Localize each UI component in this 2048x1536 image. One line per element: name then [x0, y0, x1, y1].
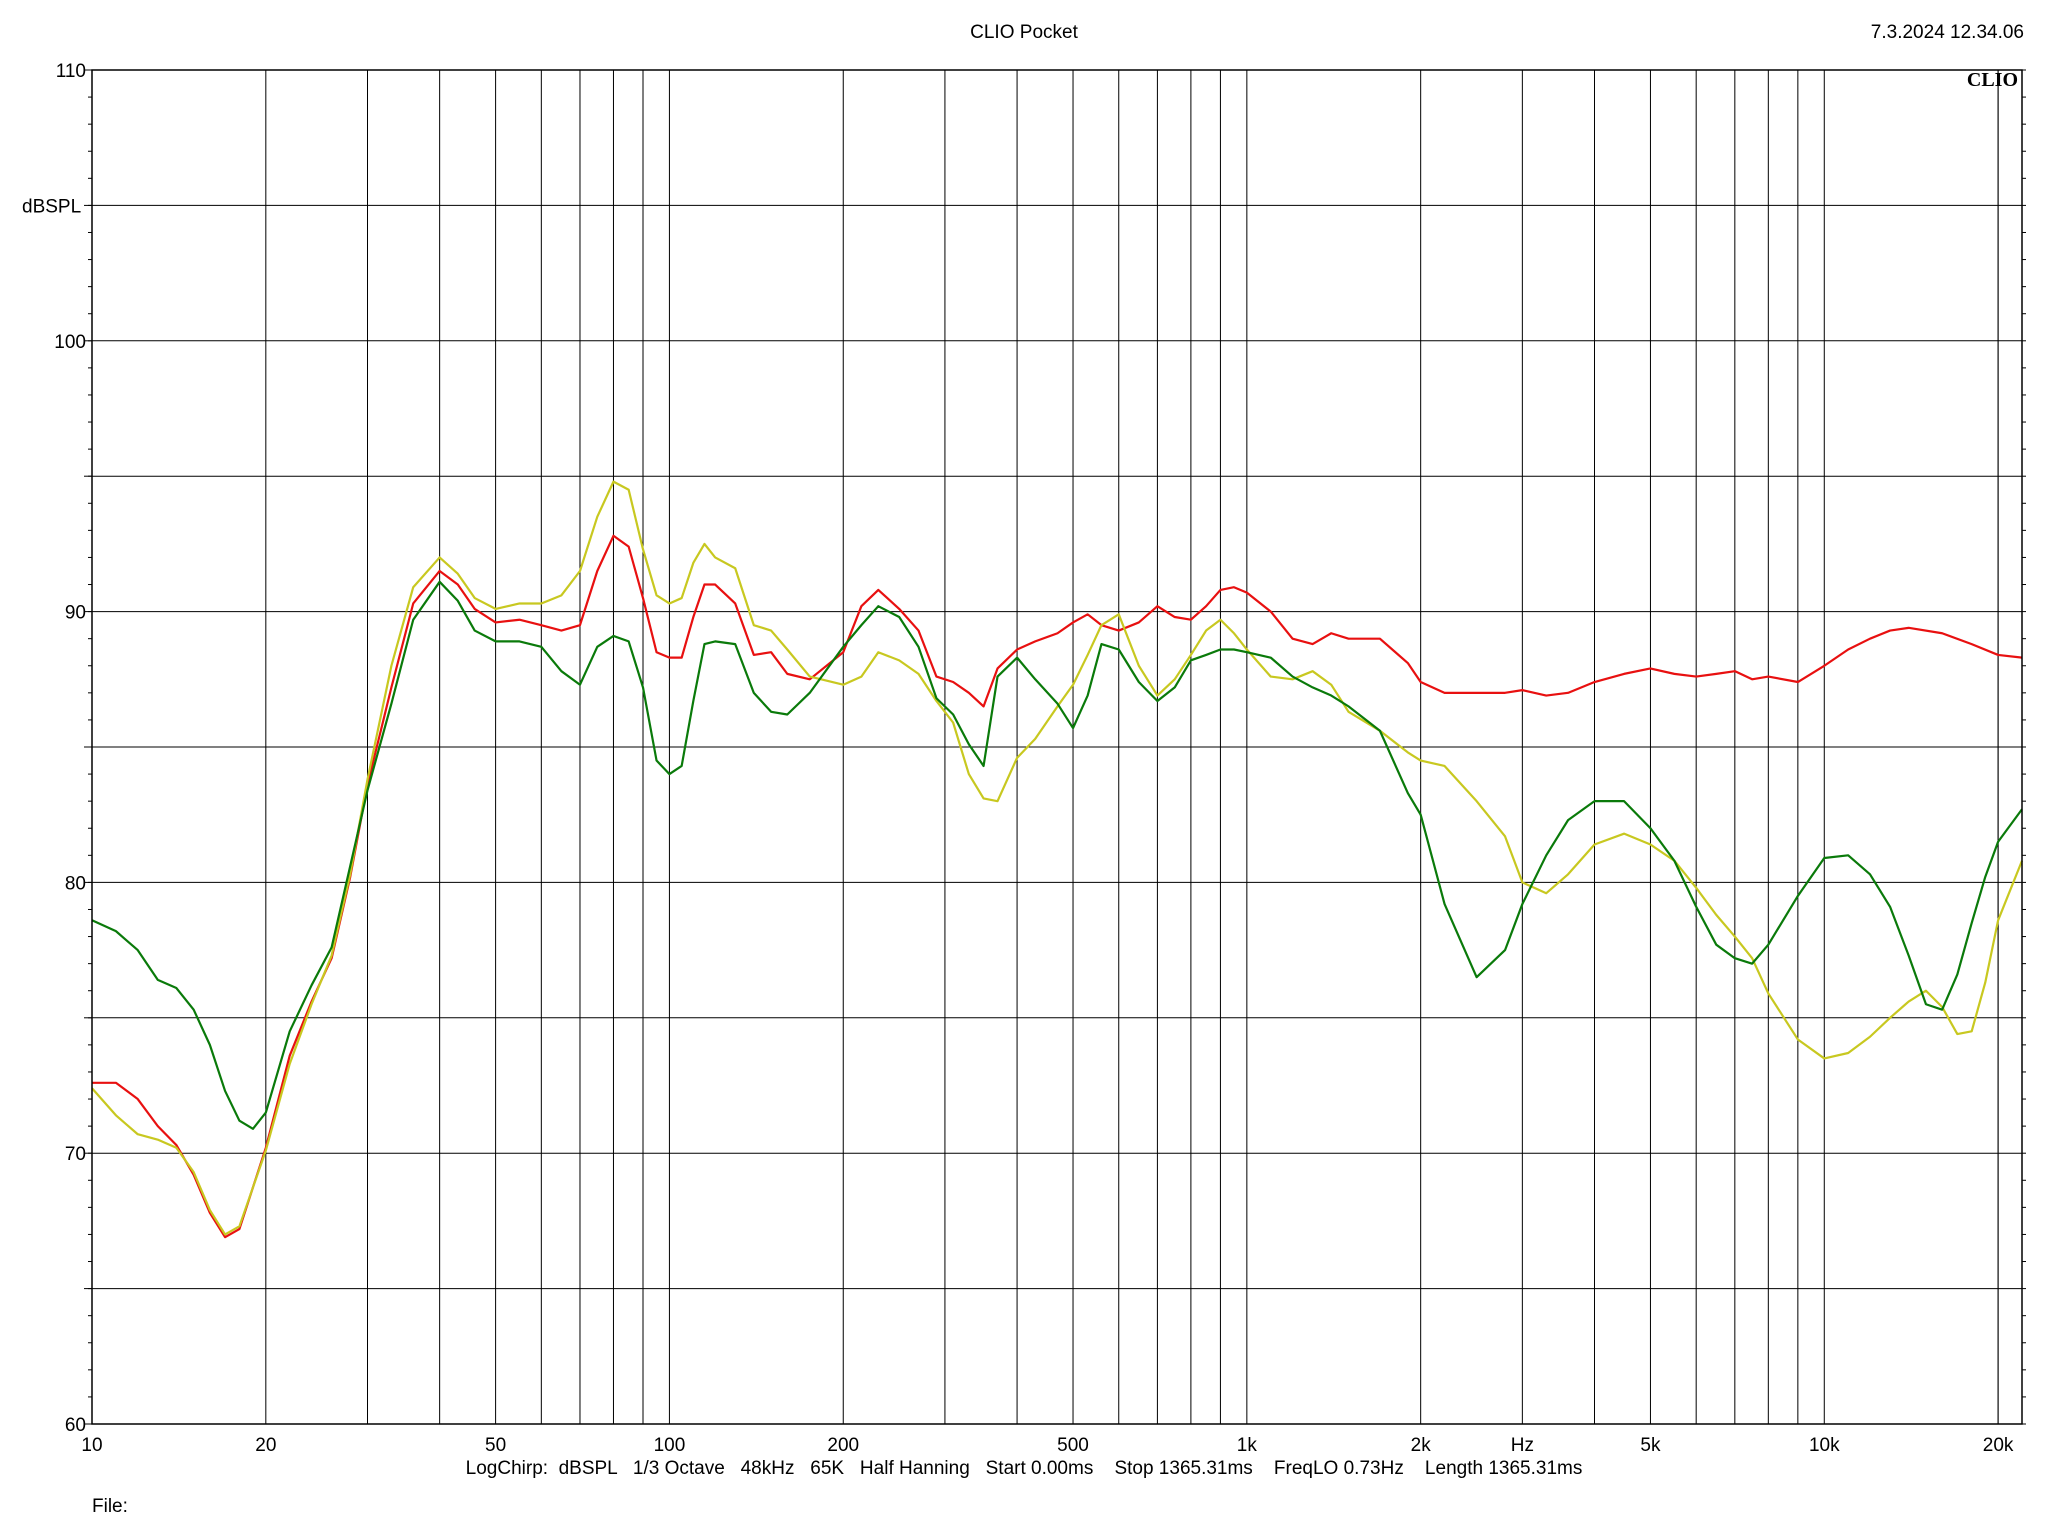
file-label: File: — [92, 1496, 128, 1517]
x-tick-label: 500 — [1057, 1435, 1089, 1456]
y-tick-label: 110 — [56, 61, 86, 82]
grid — [84, 69, 2026, 1425]
series-line-2 — [91, 480, 2024, 1236]
series-line-1 — [92, 534, 2023, 1239]
timestamp: 7.3.2024 12.34.06 — [1870, 22, 2024, 43]
x-tick-label: 1k — [1237, 1435, 1258, 1456]
plot-frame — [91, 69, 2023, 1425]
x-tick-label: 2k — [1411, 1435, 1432, 1456]
y-tick-label: 60 — [65, 1415, 86, 1436]
x-tick-label: 200 — [827, 1435, 859, 1456]
x-axis-label: Hz — [1511, 1435, 1534, 1456]
series-line-3 — [91, 580, 2023, 1130]
y-tick-label: 80 — [65, 873, 86, 894]
y-tick-labels: 60 70 80 90 100 110 — [54, 61, 86, 1436]
series-lines — [91, 480, 2024, 1239]
y-tick-label: 90 — [65, 603, 86, 624]
x-tick-label: 10 — [81, 1435, 102, 1456]
x-tick-label: 20 — [255, 1435, 276, 1456]
x-tick-label: 10k — [1809, 1435, 1840, 1456]
clio-logo: CLIO — [1967, 69, 2018, 91]
x-tick-label: 50 — [485, 1435, 506, 1456]
x-tick-label: 20k — [1983, 1435, 2014, 1456]
y-axis-label: dBSPL — [22, 196, 81, 217]
measurement-settings: LogChirp: dBSPL 1/3 Octave 48kHz 65K Hal… — [465, 1458, 1583, 1479]
x-tick-labels: 10 20 50 100 200 500 1k 2k 5k 10k 20k — [81, 1435, 2013, 1456]
y-tick-label: 70 — [65, 1144, 86, 1165]
chart-title: CLIO Pocket — [970, 22, 1078, 43]
y-tick-label: 100 — [54, 332, 86, 353]
x-tick-label: 100 — [654, 1435, 686, 1456]
x-tick-label: 5k — [1640, 1435, 1661, 1456]
